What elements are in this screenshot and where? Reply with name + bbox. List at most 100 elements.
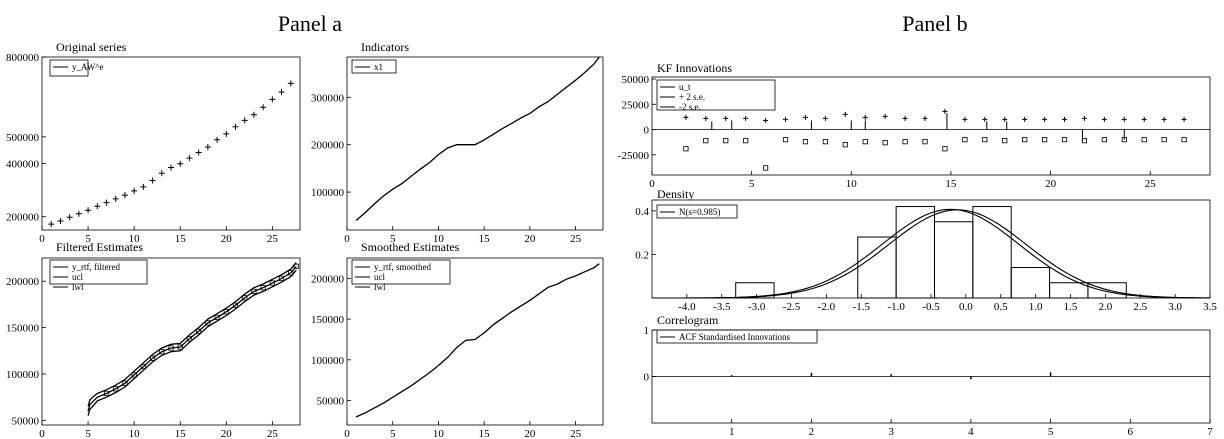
square-marker bbox=[159, 349, 165, 355]
x-tick-label: 25 bbox=[570, 428, 582, 439]
square-marker bbox=[269, 280, 275, 286]
plus-marker bbox=[112, 195, 119, 202]
plus-marker bbox=[149, 177, 156, 184]
plus-marker bbox=[158, 170, 165, 177]
square-marker bbox=[122, 380, 128, 386]
x-tick-label: 20 bbox=[221, 428, 233, 439]
legend-box bbox=[656, 79, 776, 111]
plus-marker bbox=[278, 89, 285, 96]
histogram-bin bbox=[1049, 282, 1089, 299]
plus-marker bbox=[260, 104, 267, 111]
x-tick-label: 0 bbox=[344, 233, 350, 245]
y-tick-label: 200000 bbox=[311, 140, 345, 152]
legend-label: N(s=0.985) bbox=[679, 207, 720, 217]
plot-title: Density bbox=[657, 187, 694, 201]
plus-marker bbox=[1042, 116, 1048, 122]
x-tick-label: 10 bbox=[846, 178, 858, 190]
histogram-bin bbox=[972, 206, 1012, 299]
x-tick-label: 7 bbox=[1207, 426, 1213, 438]
plus-marker bbox=[1062, 116, 1068, 122]
chart-density: Density -4.0 -3.5 -3.0 -2.5 -2.0 -1.5 -1.0 -0.5 0… bbox=[635, 187, 1217, 313]
plot-frame bbox=[41, 56, 301, 231]
legend-label: x1 bbox=[374, 62, 383, 72]
square-marker bbox=[113, 386, 119, 392]
square-marker bbox=[862, 139, 868, 145]
plus-marker bbox=[103, 199, 110, 206]
square-marker bbox=[260, 285, 266, 291]
square-marker bbox=[1181, 137, 1187, 143]
x-tick-label: 25 bbox=[267, 233, 279, 245]
plus-marker bbox=[48, 221, 55, 228]
plus-marker bbox=[250, 111, 257, 118]
plus-marker bbox=[902, 115, 908, 121]
x-tick-label: 2 bbox=[809, 426, 815, 438]
plus-marker bbox=[842, 111, 848, 117]
square-marker bbox=[743, 138, 749, 144]
square-marker bbox=[842, 142, 848, 148]
plus-marker bbox=[57, 217, 64, 224]
square-marker bbox=[822, 139, 828, 145]
plot-title: Indicators bbox=[361, 40, 409, 54]
square-marker bbox=[242, 295, 248, 301]
square-marker bbox=[223, 309, 229, 315]
plus-marker bbox=[66, 214, 73, 221]
x-tick-label: 5 bbox=[390, 233, 396, 245]
plus-marker bbox=[1121, 116, 1127, 122]
series-line bbox=[355, 263, 600, 418]
x-tick-label: -1.0 bbox=[887, 301, 905, 313]
square-marker bbox=[1002, 138, 1008, 144]
x-tick-label: -2.0 bbox=[818, 301, 836, 313]
legend-label: ACF Standardised Innovations bbox=[679, 332, 790, 342]
y-tick-label: 100000 bbox=[311, 355, 345, 367]
legend-label: y_rtf, smoothed bbox=[374, 262, 431, 272]
square-marker bbox=[168, 345, 174, 351]
y-tick-label: 50000 bbox=[622, 74, 650, 86]
x-tick-label: 5 bbox=[85, 233, 91, 245]
plot-title: Original series bbox=[56, 40, 127, 54]
plus-marker bbox=[822, 115, 828, 121]
x-tick-label: -1.5 bbox=[853, 301, 871, 313]
plus-marker bbox=[743, 115, 749, 121]
plus-marker bbox=[783, 116, 789, 122]
plus-marker bbox=[85, 207, 92, 214]
y-tick-label: 1 bbox=[644, 325, 650, 337]
plus-marker bbox=[287, 80, 294, 87]
plus-marker bbox=[1181, 116, 1187, 122]
legend-box bbox=[351, 59, 397, 74]
series-line bbox=[87, 269, 297, 416]
series-line bbox=[87, 262, 297, 407]
plus-marker bbox=[241, 117, 248, 124]
plus-marker bbox=[723, 115, 729, 121]
plus-marker bbox=[168, 164, 174, 171]
x-tick-label: 15 bbox=[479, 233, 491, 245]
plus-marker bbox=[882, 113, 888, 119]
square-marker bbox=[683, 146, 689, 152]
square-marker bbox=[703, 138, 709, 144]
series-line bbox=[355, 56, 600, 221]
plus-marker bbox=[1141, 116, 1147, 122]
y-tick-label: 0 bbox=[644, 372, 650, 384]
x-tick-label: 3.5 bbox=[1203, 301, 1217, 313]
plus-marker bbox=[1022, 116, 1028, 122]
legend-box bbox=[656, 204, 738, 219]
y-tick-label: 200000 bbox=[311, 273, 345, 285]
plot-frame bbox=[651, 76, 1211, 176]
plus-marker bbox=[942, 108, 948, 114]
square-marker bbox=[1061, 137, 1068, 143]
square-marker bbox=[1041, 137, 1048, 143]
x-tick-label: 5 bbox=[749, 178, 755, 190]
square-marker bbox=[922, 139, 928, 145]
x-tick-label: 25 bbox=[1145, 178, 1157, 190]
y-tick-label: 0.4 bbox=[635, 206, 649, 218]
plus-marker bbox=[186, 155, 193, 162]
x-tick-label: 15 bbox=[479, 428, 491, 439]
x-tick-label: 0 bbox=[39, 428, 45, 439]
square-marker bbox=[140, 363, 146, 370]
y-tick-label: 25000 bbox=[622, 99, 650, 111]
x-tick-label: 20 bbox=[524, 428, 536, 439]
chart-correlogram: Correlogram 1 2 3 4 5 6 7 0 1 ACF Standardised Inn… bbox=[644, 313, 1214, 438]
x-tick-label: 5 bbox=[1048, 426, 1054, 438]
x-tick-label: 6 bbox=[1128, 426, 1134, 438]
histogram-bin bbox=[735, 282, 775, 299]
